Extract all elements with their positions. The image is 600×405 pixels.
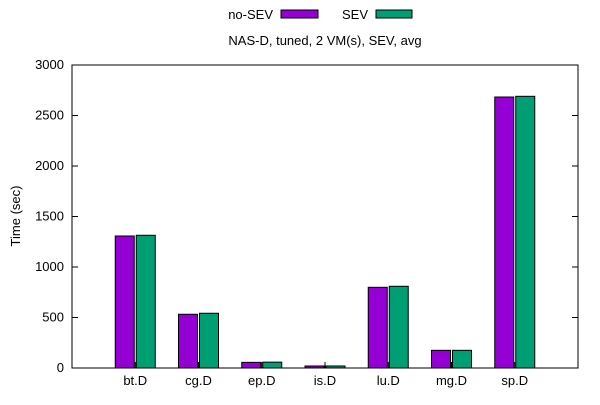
x-tick-label: sp.D — [501, 373, 528, 388]
y-tick-label: 1000 — [35, 259, 64, 274]
y-tick-label: 2000 — [35, 158, 64, 173]
y-tick-label: 3000 — [35, 57, 64, 72]
bar-no-sev-ep-d — [241, 361, 262, 369]
y-tick-label: 0 — [57, 360, 64, 375]
legend: no-SEV SEV — [228, 7, 413, 22]
y-tick-label: 2500 — [35, 108, 64, 123]
legend-label-sev: SEV — [342, 7, 368, 22]
legend-swatch-no-sev — [280, 9, 319, 19]
x-tick-label: ep.D — [248, 373, 275, 388]
bar-sev-ep-d — [262, 361, 283, 369]
x-tick-label: mg.D — [436, 373, 467, 388]
bar-sev-mg-d — [452, 349, 472, 369]
bar-no-sev-lu-d — [367, 286, 388, 369]
legend-label-no-sev: no-SEV — [228, 7, 273, 22]
y-tick-label: 1500 — [35, 209, 64, 224]
bar-no-sev-cg-d — [178, 313, 198, 369]
bar-sev-sp-d — [515, 95, 536, 369]
y-axis-label: Time (sec) — [8, 186, 23, 247]
bar-no-sev-bt-d — [114, 235, 135, 369]
x-tick-label: bt.D — [123, 373, 147, 388]
bar-no-sev-mg-d — [431, 349, 451, 369]
x-tick-label: is.D — [314, 373, 336, 388]
x-tick-label: cg.D — [185, 373, 212, 388]
bar-sev-cg-d — [199, 312, 219, 369]
legend-swatch-sev — [375, 9, 413, 19]
bar-sev-lu-d — [388, 285, 409, 369]
plot-frame — [71, 64, 579, 369]
y-tick-label: 500 — [42, 310, 64, 325]
x-tick-label: lu.D — [377, 373, 400, 388]
bar-no-sev-sp-d — [494, 96, 515, 369]
bar-sev-bt-d — [135, 234, 156, 369]
chart-title: NAS-D, tuned, 2 VM(s), SEV, avg — [228, 33, 421, 48]
